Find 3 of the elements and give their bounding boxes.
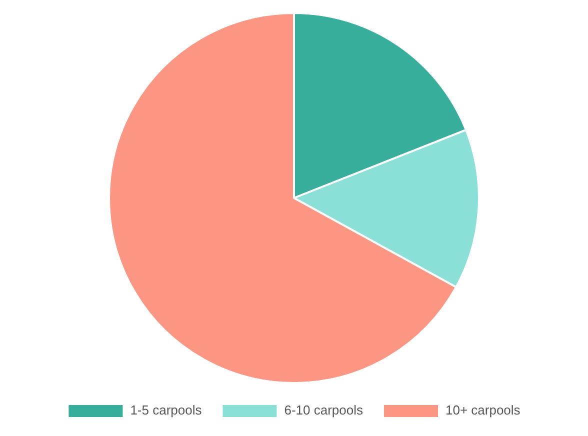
legend-label: 10+ carpools [446,402,521,418]
legend-label: 6-10 carpools [284,402,364,418]
legend-label: 1-5 carpools [130,402,202,418]
